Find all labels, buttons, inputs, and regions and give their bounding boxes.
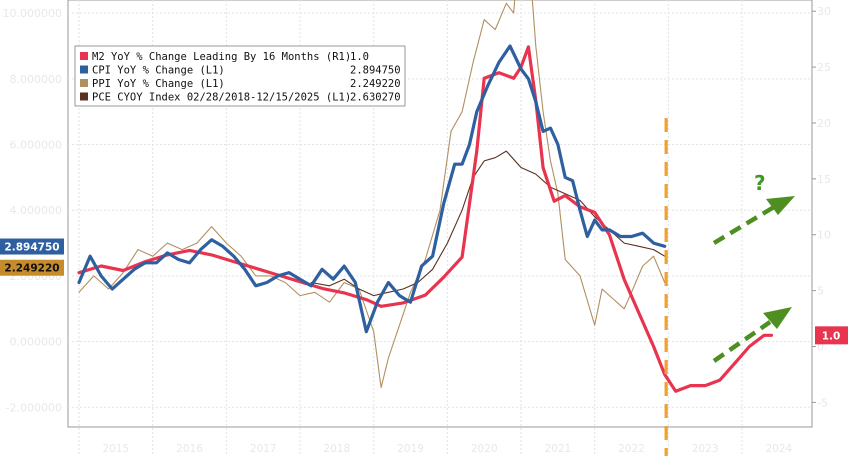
legend-label: M2 YoY % Change Leading By 16 Months (R1… [92,51,351,63]
legend-label: PCE CYOY Index 02/28/2018-12/15/2025 (L1… [92,92,351,104]
lower-trend-arrow [712,320,772,363]
legend-label: PPI YoY % Change (L1) [92,78,225,90]
x-tick-label: 2018 [324,443,351,455]
right-tick-label: 5 [817,285,824,298]
right-tick-label: 25 [817,61,831,74]
x-tick-label: 2024 [765,443,792,455]
left-value-tag-label: 2.249220 [4,263,59,275]
legend-swatch [80,92,88,101]
right-tick-label: 15 [817,173,831,186]
x-tick-label: 2023 [692,443,719,455]
series-line [77,44,667,334]
left-value-tag [0,259,64,276]
right-tick-label: -5 [817,396,828,409]
left-tick-label: 4.000000 [10,204,63,217]
left-tick-label: 0.000000 [10,336,63,349]
upper-arrow-head [766,196,795,215]
left-tick-label: 8.000000 [10,73,63,86]
legend-value: 1.0 [350,51,369,63]
legend-swatch [80,79,88,87]
left-tick-label: 6.000000 [10,139,63,152]
axis-layer: 10.0000008.0000006.0000004.0000002.00000… [3,5,832,455]
left-tick-label: 10.000000 [3,7,63,20]
right-tick-label: 30 [817,5,831,18]
x-tick-label: 2020 [471,443,498,455]
legend-box [74,45,406,107]
right-tick-label: 10 [817,229,831,242]
x-tick-label: 2022 [618,443,645,455]
right-value-tag [815,326,848,345]
series-line [310,150,666,297]
legend-value: 2.630270 [350,92,401,104]
upper-trend-arrow [712,205,776,245]
left-value-tag-label: 2.894750 [4,242,59,254]
x-tick-label: 2017 [250,443,277,455]
left-tick-label: -2.000000 [6,401,62,414]
lower-arrow-head [763,307,792,329]
question-mark: ? [754,171,766,195]
legend-value: 2.249220 [350,78,401,90]
annotation-layer: ? [664,118,795,456]
x-tick-label: 2015 [103,443,130,455]
plot-frame [67,0,813,428]
x-tick-label: 2019 [397,443,424,455]
x-tick-label: 2021 [544,443,571,455]
legend-value: 2.894750 [350,65,401,77]
legend: M2 YoY % Change Leading By 16 Months (R1… [74,45,406,107]
left-value-tag [0,238,64,255]
right-value-tag-label: 1.0 [822,330,841,342]
right-tick-label: 0 [817,341,824,354]
axis-tags: 2.894750 2.249220 1.0 [0,238,848,345]
right-tick-label: 20 [817,117,831,130]
legend-swatch [80,52,88,60]
legend-label: CPI YoY % Change (L1) [92,65,225,77]
x-tick-label: 2016 [176,443,203,455]
series-layer [77,0,774,393]
legend-swatch [80,65,88,74]
